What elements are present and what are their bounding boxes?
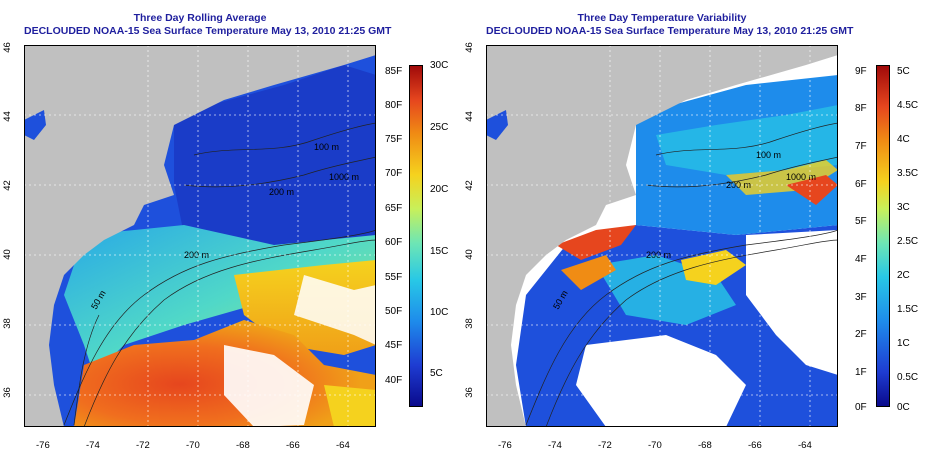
right-colorbar-label-f: 8F [855,103,867,114]
left-colorbar-label-f: 70F [385,168,403,179]
left-title-line1: Three Day Rolling Average [133,12,267,24]
right-colorbar-label-f: 5F [855,216,867,227]
right-colorbar [876,65,890,407]
left-ytick: 46 [1,42,13,53]
right-colorbar-label-c: 2C [897,270,910,281]
left-xtick: -68 [236,440,250,451]
left-colorbar-label-f: 80F [385,100,403,111]
left-contour-label-1000m: 1000 m [329,172,359,182]
right-contour-label-1000m: 1000 m [786,172,816,182]
left-ytick: 40 [1,249,13,260]
left-xtick: -76 [36,440,50,451]
left-colorbar-label-f: 60F [385,237,403,248]
right-colorbar-label-f: 1F [855,367,867,378]
right-colorbar-label-c: 3C [897,202,910,213]
left-colorbar-label-c: 10C [430,307,449,318]
right-colorbar-label-c: 3.5C [897,168,919,179]
left-xtick: -74 [86,440,100,451]
left-xtick: -66 [286,440,300,451]
right-colorbar-label-c: 2.5C [897,236,919,247]
right-xtick: -74 [548,440,562,451]
right-xtick: -68 [698,440,712,451]
left-sst-map: 100 m 200 m 1000 m 200 m 50 m [24,45,376,427]
right-colorbar-label-f: 9F [855,66,867,77]
left-xtick: -72 [136,440,150,451]
left-colorbar-label-c: 20C [430,184,449,195]
right-colorbar-label-c: 4.5C [897,100,919,111]
right-colorbar-label-f: 6F [855,179,867,190]
right-xtick: -70 [648,440,662,451]
left-colorbar-label-f: 45F [385,340,403,351]
right-colorbar-label-f: 3F [855,292,867,303]
left-ytick: 42 [1,180,13,191]
left-colorbar-label-f: 85F [385,66,403,77]
left-title-line2: DECLOUDED NOAA-15 Sea Surface Temperatur… [24,25,392,37]
right-colorbar-label-c: 5C [897,66,910,77]
right-contour-label-100m: 100 m [756,150,781,160]
right-ytick: 40 [463,249,475,260]
right-ytick: 44 [463,111,475,122]
right-colorbar-label-f: 2F [855,329,867,340]
left-colorbar-label-c: 30C [430,60,449,71]
left-colorbar-label-c: 15C [430,246,449,257]
right-colorbar-label-f: 4F [855,254,867,265]
right-colorbar-label-c: 0C [897,402,910,413]
right-xtick: -64 [798,440,812,451]
left-colorbar-label-c: 5C [430,368,443,379]
right-colorbar-label-f: 7F [855,141,867,152]
right-variability-map: 100 m 200 m 1000 m 200 m 50 m [486,45,838,427]
left-contour-label-200m-north: 200 m [269,187,294,197]
left-colorbar-label-f: 55F [385,272,403,283]
right-title-line1: Three Day Temperature Variability [577,12,747,24]
right-contour-label-200m-south: 200 m [646,250,671,260]
right-xtick: -76 [498,440,512,451]
right-ytick: 42 [463,180,475,191]
right-title-line2: DECLOUDED NOAA-15 Sea Surface Temperatur… [486,25,854,37]
right-colorbar-label-c: 0.5C [897,372,919,383]
left-ytick: 44 [1,111,13,122]
right-colorbar-label-c: 1.5C [897,304,919,315]
right-xtick: -72 [598,440,612,451]
left-ytick: 36 [1,387,13,398]
right-ytick: 36 [463,387,475,398]
right-colorbar-label-f: 0F [855,402,867,413]
right-colorbar-label-c: 4C [897,134,910,145]
right-xtick: -66 [748,440,762,451]
right-colorbar-label-c: 1C [897,338,910,349]
right-contour-label-200m-north: 200 m [726,180,751,190]
right-ytick: 46 [463,42,475,53]
right-ytick: 38 [463,318,475,329]
left-contour-label-200m-south: 200 m [184,250,209,260]
left-xtick: -64 [336,440,350,451]
left-contour-label-100m: 100 m [314,142,339,152]
left-ytick: 38 [1,318,13,329]
left-colorbar [409,65,423,407]
left-colorbar-label-f: 75F [385,134,403,145]
left-colorbar-label-f: 50F [385,306,403,317]
left-colorbar-label-c: 25C [430,122,449,133]
left-colorbar-label-f: 40F [385,375,403,386]
left-xtick: -70 [186,440,200,451]
left-colorbar-label-f: 65F [385,203,403,214]
